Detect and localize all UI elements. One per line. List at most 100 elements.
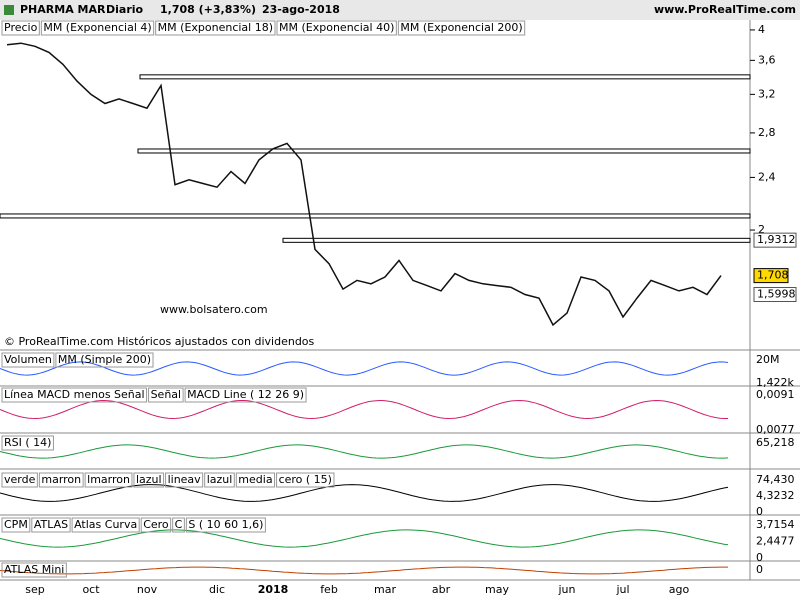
legend-box <box>1 472 38 488</box>
panel-legend: Línea MACD menos Señal <box>4 388 145 401</box>
panel-legend: RSI ( 14) <box>4 436 51 449</box>
legend-box <box>276 20 397 36</box>
legend-box <box>184 387 307 403</box>
panel-legend: ATLAS Mini <box>4 563 64 576</box>
legend-box <box>1 562 67 578</box>
panel-value: 0 <box>756 563 763 576</box>
panel-legend: lmarron <box>87 473 130 486</box>
legend-entry: MM (Exponencial 40) <box>279 21 394 34</box>
panel-value: 3,7154 <box>756 518 795 531</box>
legend-entry: MM (Exponencial 18) <box>158 21 273 34</box>
panel-legend: lazul <box>207 473 233 486</box>
panel-legend: marron <box>41 473 81 486</box>
panel-legend: MM (Simple 200) <box>58 353 151 366</box>
legend-box <box>1 352 55 368</box>
panel-value: 2,4477 <box>756 535 795 548</box>
level-box <box>753 232 797 248</box>
legend-box <box>140 517 172 533</box>
indicator-line <box>0 529 729 548</box>
panel-legend: S ( 10 60 1,6) <box>188 518 263 531</box>
panel-legend: cero ( 15) <box>279 473 332 486</box>
icon <box>4 5 14 15</box>
legend-box <box>165 472 204 488</box>
support-zone <box>0 213 751 219</box>
y-tick-label: 2,8 <box>758 126 776 139</box>
x-tick-label: dic <box>209 583 225 596</box>
x-tick-label: oct <box>82 583 100 596</box>
level-label: 1,9312 <box>757 233 796 246</box>
panel-value: 20M <box>756 353 780 366</box>
panel-legend: ATLAS <box>34 518 68 531</box>
legend-box <box>276 472 335 488</box>
site: www.ProRealTime.com <box>654 3 796 16</box>
y-tick-label: 2,4 <box>758 170 776 183</box>
indicator-line <box>0 444 729 459</box>
panel-legend: Señal <box>151 388 182 401</box>
legend-box <box>148 387 184 403</box>
watermark: www.bolsatero.com <box>160 303 268 316</box>
panel-value: 0,0077 <box>756 423 795 436</box>
support-zone <box>139 74 751 80</box>
panel-legend: verde <box>4 473 36 486</box>
panel-legend: C <box>175 518 183 531</box>
panel-legend: Volumen <box>4 353 52 366</box>
legend-box <box>38 472 84 488</box>
panel-legend: lazul <box>136 473 162 486</box>
panel-legend: Atlas Curva <box>74 518 137 531</box>
y-tick-label: 3,6 <box>758 53 776 66</box>
x-tick-label: abr <box>432 583 451 596</box>
level-box <box>753 286 797 302</box>
indicator-line <box>0 566 728 575</box>
note: © ProRealTime.com Históricos ajustados c… <box>4 335 315 348</box>
legend-box <box>133 472 165 488</box>
legend-box <box>1 20 40 36</box>
legend-box <box>204 472 235 488</box>
legend-entry: Precio <box>4 21 38 34</box>
legend-box <box>55 352 154 368</box>
last-price-label: 1,708 <box>757 269 789 282</box>
legend-box <box>172 517 185 533</box>
legend-box <box>1 387 148 403</box>
legend-box <box>71 517 140 533</box>
x-tick-label: jun <box>558 583 576 596</box>
indicator-line <box>0 484 729 502</box>
legend-box <box>84 472 133 488</box>
price-line <box>6 42 722 327</box>
support-zone <box>137 148 751 154</box>
quote: 1,708 (+3,83%) <box>160 3 256 16</box>
panel-value: 0 <box>756 505 763 518</box>
y-tick-label: 4 <box>758 23 765 36</box>
last-price-box <box>753 268 789 284</box>
title-bar <box>0 0 800 20</box>
indicator-line <box>0 361 729 376</box>
panel-value: 0 <box>756 551 763 564</box>
symbol: PHARMA MAR <box>20 3 106 16</box>
legend-box <box>185 517 266 533</box>
legend-box <box>155 20 276 36</box>
indicator-line <box>0 399 728 420</box>
panel-value: 0,0091 <box>756 388 795 401</box>
legend-box <box>40 20 155 36</box>
x-tick-label: nov <box>137 583 158 596</box>
panel-legend: Cero <box>143 518 169 531</box>
x-tick-label: sep <box>25 583 44 596</box>
level-label: 1,5998 <box>757 287 796 300</box>
panel-legend: CPM <box>4 518 28 531</box>
panel-value: 65,218 <box>756 436 795 449</box>
panel-value: 1,422k <box>756 376 794 389</box>
date: 23-ago-2018 <box>262 3 340 16</box>
y-tick-label: 2 <box>758 223 765 236</box>
x-tick-label: may <box>485 583 509 596</box>
y-tick-label: 3,2 <box>758 87 776 100</box>
x-tick-label: 2018 <box>258 583 289 596</box>
legend-box <box>235 472 276 488</box>
support-zone <box>282 237 751 243</box>
period: Diario <box>106 3 144 16</box>
legend-box <box>397 20 526 36</box>
legend-box <box>1 435 54 451</box>
legend-box <box>31 517 71 533</box>
panel-value: 4,3232 <box>756 489 795 502</box>
panel-legend: media <box>238 473 272 486</box>
x-tick-label: ago <box>669 583 690 596</box>
